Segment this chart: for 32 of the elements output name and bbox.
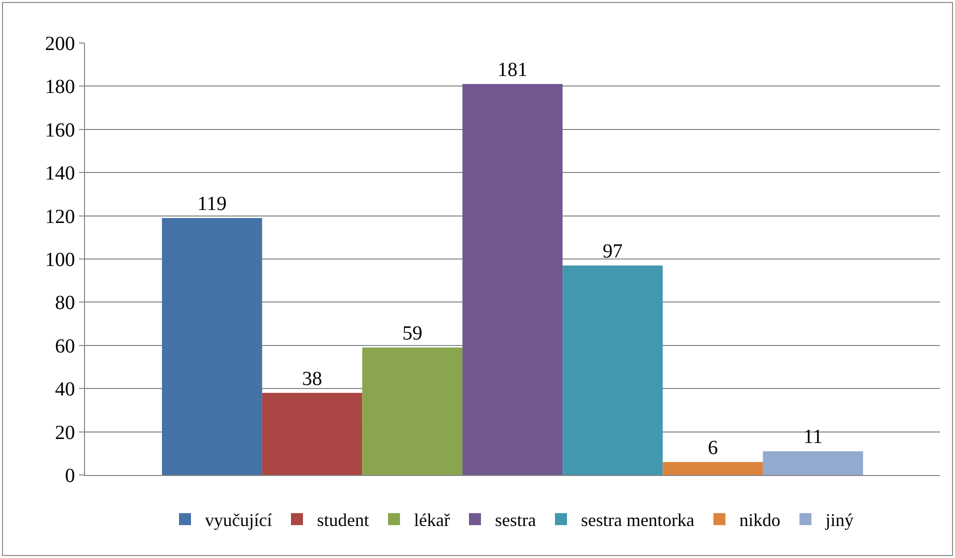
legend-label: sestra mentorka [580,510,694,530]
legend-label: nikdo [739,510,780,530]
bar [662,462,763,475]
bar [762,451,864,475]
y-tick-label: 180 [45,76,75,98]
y-tick-label: 80 [55,292,75,314]
legend-label: jiný [824,510,854,530]
legend-label: vyučující [205,510,272,530]
bar [562,265,663,475]
y-tick-label: 0 [65,465,75,487]
legend-label: student [316,510,369,530]
data-label: 38 [302,368,322,390]
legend-label: sestra [494,510,536,530]
y-tick-label: 120 [45,206,75,228]
y-tick-label: 160 [45,119,75,142]
y-tick-label: 200 [45,33,75,55]
data-label: 6 [708,437,718,460]
data-label: 11 [803,426,823,448]
y-tick-label: 60 [55,335,75,358]
bar [462,84,563,475]
data-label: 97 [602,240,623,262]
legend-label: lékař [414,510,450,530]
bar [262,392,362,475]
y-tick-label: 140 [45,162,75,185]
data-label: 119 [197,192,227,215]
data-label: 181 [498,59,528,82]
y-tick-label: 20 [55,422,75,444]
bar [162,218,262,475]
data-label: 59 [402,322,422,345]
bar [362,348,462,475]
y-tick-label: 100 [45,249,75,271]
y-tick-label: 40 [55,378,75,401]
